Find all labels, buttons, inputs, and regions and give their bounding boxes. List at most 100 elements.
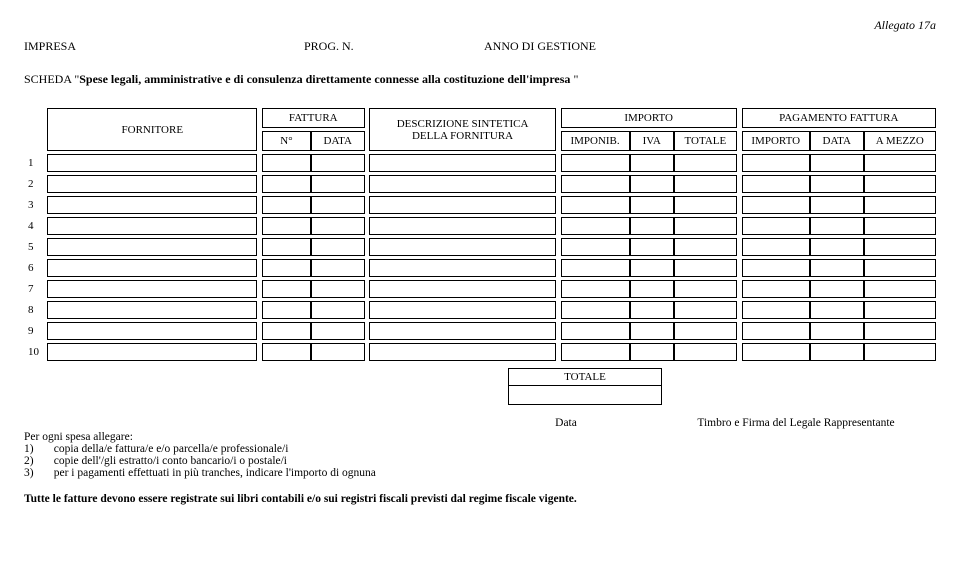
cell-data	[311, 238, 365, 256]
th-iva: IVA	[630, 131, 674, 151]
row-number: 7	[24, 280, 47, 298]
cell-n	[262, 259, 311, 277]
prog-label: PROG. N.	[304, 39, 484, 54]
cell-amezzo	[864, 217, 936, 235]
scheda-prefix: SCHEDA "	[24, 72, 79, 86]
cell-fornitore	[47, 196, 257, 214]
cell-amezzo	[864, 280, 936, 298]
row-number: 3	[24, 196, 47, 214]
totale-box: TOTALE	[508, 368, 662, 405]
cell-amezzo	[864, 154, 936, 172]
cell-totale	[674, 280, 737, 298]
cell-fornitore	[47, 175, 257, 193]
cell-iva	[630, 322, 674, 340]
per-ogni: Per ogni spesa allegare:	[24, 431, 936, 443]
cell-amezzo	[864, 238, 936, 256]
cell-data	[311, 259, 365, 277]
cell-iva	[630, 343, 674, 361]
totale-label: TOTALE	[508, 368, 662, 385]
cell-data2	[810, 280, 864, 298]
table-row: 4	[24, 217, 936, 235]
cell-importo2	[742, 280, 810, 298]
th-totale: TOTALE	[674, 131, 737, 151]
timbro-label: Timbro e Firma del Legale Rappresentante	[656, 417, 936, 429]
cell-data2	[810, 259, 864, 277]
th-n: N°	[262, 131, 311, 151]
cell-importo2	[742, 175, 810, 193]
cell-data	[311, 217, 365, 235]
cell-n	[262, 217, 311, 235]
cell-data	[311, 280, 365, 298]
cell-iva	[630, 196, 674, 214]
cell-imponib	[561, 196, 630, 214]
note-3: 3) per i pagamenti effettuati in più tra…	[24, 467, 936, 479]
cell-imponib	[561, 280, 630, 298]
table-row: 2	[24, 175, 936, 193]
cell-totale	[674, 154, 737, 172]
cell-amezzo	[864, 259, 936, 277]
cell-data2	[810, 322, 864, 340]
cell-imponib	[561, 217, 630, 235]
cell-fornitore	[47, 301, 257, 319]
th-fattura: FATTURA	[262, 108, 365, 128]
cell-n	[262, 154, 311, 172]
cell-fornitore	[47, 280, 257, 298]
footer: Data Timbro e Firma del Legale Rappresen…	[24, 417, 936, 505]
cell-iva	[630, 301, 674, 319]
row-number: 2	[24, 175, 47, 193]
cell-imponib	[561, 322, 630, 340]
cell-data	[311, 322, 365, 340]
table-row: 10	[24, 343, 936, 361]
main-table: FORNITORE FATTURA DESCRIZIONE SINTETICA …	[24, 105, 936, 364]
cell-fornitore	[47, 259, 257, 277]
cell-imponib	[561, 301, 630, 319]
cell-data	[311, 175, 365, 193]
cell-n	[262, 280, 311, 298]
cell-totale	[674, 175, 737, 193]
cell-fornitore	[47, 217, 257, 235]
th-imponib: IMPONIB.	[561, 131, 630, 151]
cell-imponib	[561, 154, 630, 172]
cell-n	[262, 343, 311, 361]
row-number: 5	[24, 238, 47, 256]
table-row: 7	[24, 280, 936, 298]
cell-importo2	[742, 238, 810, 256]
cell-desc	[369, 322, 556, 340]
cell-iva	[630, 154, 674, 172]
cell-importo2	[742, 154, 810, 172]
row-number: 9	[24, 322, 47, 340]
table-row: 9	[24, 322, 936, 340]
cell-data2	[810, 301, 864, 319]
cell-totale	[674, 259, 737, 277]
cell-fornitore	[47, 322, 257, 340]
cell-imponib	[561, 175, 630, 193]
cell-data	[311, 301, 365, 319]
cell-data2	[810, 175, 864, 193]
cell-importo2	[742, 217, 810, 235]
cell-importo2	[742, 343, 810, 361]
cell-desc	[369, 196, 556, 214]
footer-final: Tutte le fatture devono essere registrat…	[24, 493, 936, 505]
cell-data2	[810, 154, 864, 172]
cell-n	[262, 175, 311, 193]
row-number: 1	[24, 154, 47, 172]
anno-label: ANNO DI GESTIONE	[484, 39, 596, 54]
th-data: DATA	[311, 131, 365, 151]
cell-amezzo	[864, 322, 936, 340]
th-importo2: IMPORTO	[742, 131, 810, 151]
row-number: 10	[24, 343, 47, 361]
scheda-suffix: "	[570, 72, 578, 86]
cell-n	[262, 322, 311, 340]
note-1: 1) copia della/e fattura/e e/o parcella/…	[24, 443, 936, 455]
cell-iva	[630, 238, 674, 256]
table-row: 8	[24, 301, 936, 319]
table-row: 6	[24, 259, 936, 277]
cell-iva	[630, 259, 674, 277]
cell-imponib	[561, 238, 630, 256]
row-number: 4	[24, 217, 47, 235]
cell-n	[262, 196, 311, 214]
cell-importo2	[742, 259, 810, 277]
cell-importo2	[742, 301, 810, 319]
cell-totale	[674, 343, 737, 361]
data-label: Data	[476, 417, 656, 429]
